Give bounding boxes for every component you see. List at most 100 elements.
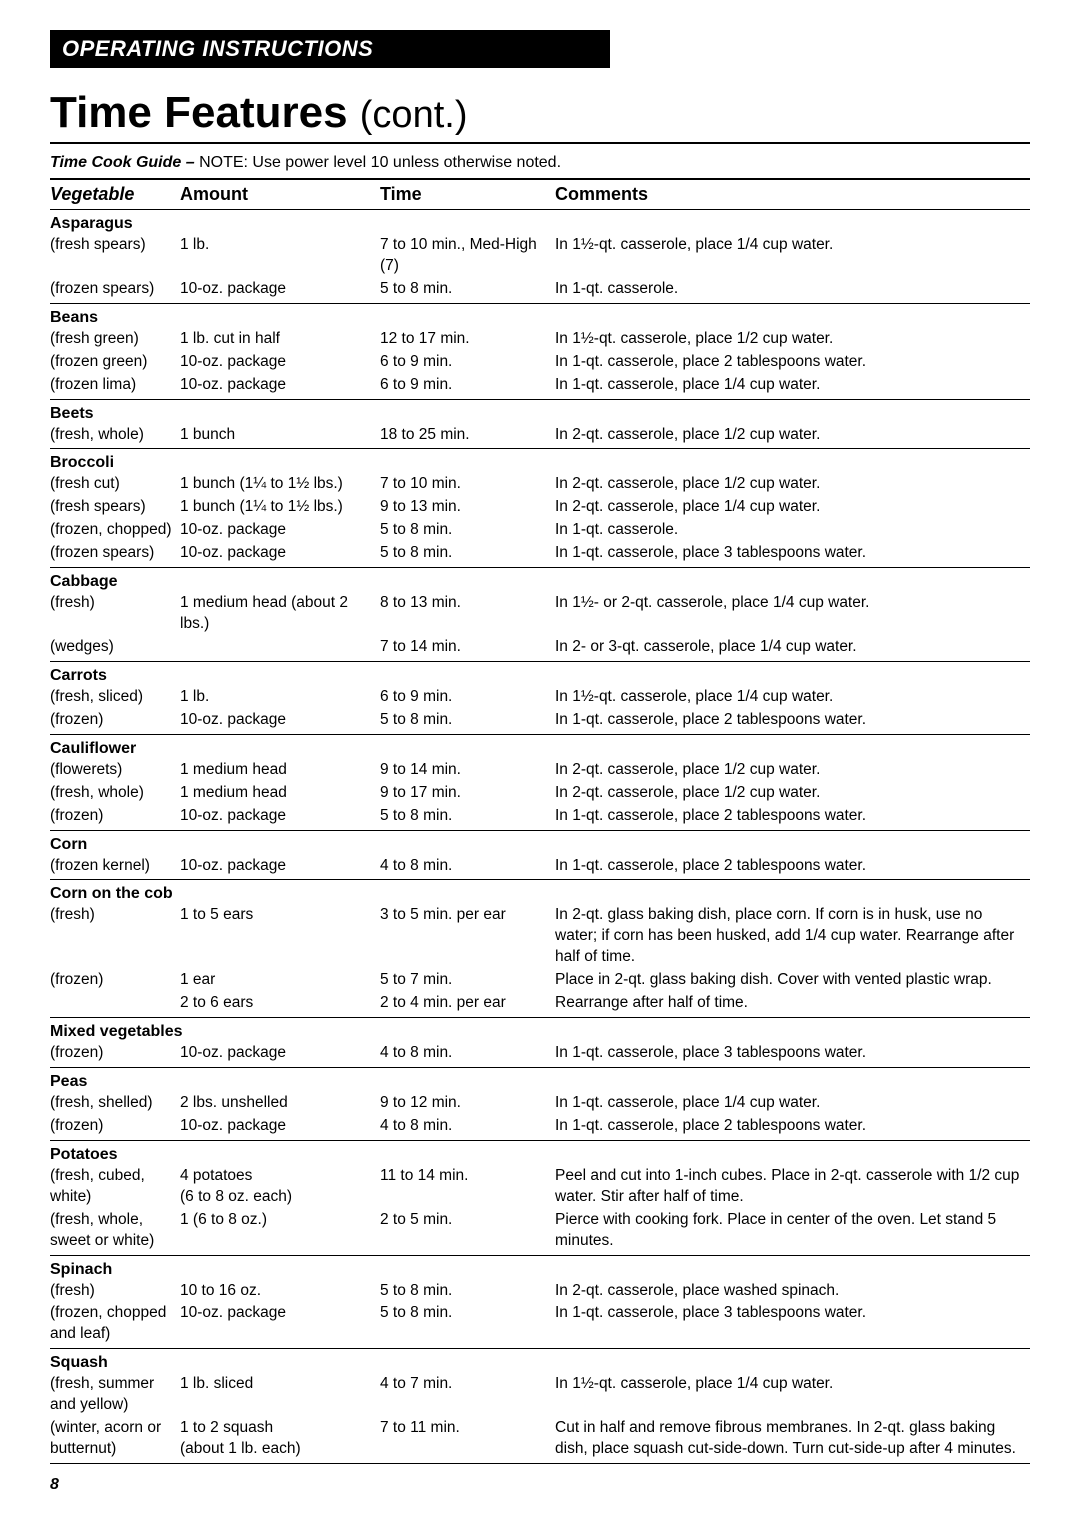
cell-time: 9 to 14 min. — [380, 760, 555, 781]
col-amount: Amount — [180, 184, 380, 205]
table-row: (fresh cut)1 bunch (1¼ to 1½ lbs.)7 to 1… — [50, 473, 1030, 496]
title-cont: (cont.) — [360, 94, 468, 136]
cell-amount: 10 to 16 oz. — [180, 1281, 380, 1302]
cell-comment: In 1-qt. casserole. — [555, 279, 1030, 300]
cell-amount: 10-oz. package — [180, 543, 380, 564]
section: Cauliflower(flowerets)1 medium head9 to … — [50, 735, 1030, 831]
cell-comment: In 1-qt. casserole, place 3 tablespoons … — [555, 1303, 1030, 1345]
cell-comment: In 1-qt. casserole, place 2 tablespoons … — [555, 806, 1030, 827]
page-number: 8 — [50, 1476, 1030, 1494]
cell-amount: 10-oz. package — [180, 806, 380, 827]
cell-comment: Cut in half and remove fibrous membranes… — [555, 1418, 1030, 1460]
cell-vegetable: (fresh spears) — [50, 497, 180, 518]
cell-time: 7 to 10 min., Med-High (7) — [380, 235, 555, 277]
cell-vegetable: (frozen kernel) — [50, 856, 180, 877]
table-row: (fresh)1 to 5 ears3 to 5 min. per earIn … — [50, 904, 1030, 969]
section-title: Cauliflower — [50, 739, 1030, 759]
section-title: Potatoes — [50, 1145, 1030, 1165]
cell-comment: Place in 2-qt. glass baking dish. Cover … — [555, 970, 1030, 991]
cell-amount: 2 lbs. unshelled — [180, 1093, 380, 1114]
cell-amount: 1 medium head — [180, 760, 380, 781]
cell-comment: In 2-qt. casserole, place 1/4 cup water. — [555, 497, 1030, 518]
cell-amount: 1 medium head (about 2 lbs.) — [180, 593, 380, 635]
section-title: Corn — [50, 835, 1030, 855]
section: Broccoli(fresh cut)1 bunch (1¼ to 1½ lbs… — [50, 449, 1030, 568]
header-bar: OPERATING INSTRUCTIONS — [50, 30, 610, 68]
cell-time: 18 to 25 min. — [380, 425, 555, 446]
cell-vegetable: (fresh spears) — [50, 235, 180, 277]
section-title: Mixed vegetables — [50, 1022, 1030, 1042]
cell-amount: 1 to 5 ears — [180, 905, 380, 968]
section-title: Beets — [50, 404, 1030, 424]
table-row: (frozen)10-oz. package4 to 8 min.In 1-qt… — [50, 1042, 1030, 1065]
cell-time: 7 to 14 min. — [380, 637, 555, 658]
table-row: (fresh, sliced)1 lb.6 to 9 min.In 1½-qt.… — [50, 686, 1030, 709]
table-row: (fresh, whole, sweet or white)1 (6 to 8 … — [50, 1209, 1030, 1253]
section: Asparagus(fresh spears)1 lb.7 to 10 min.… — [50, 210, 1030, 304]
cell-comment: In 1½-qt. casserole, place 1/4 cup water… — [555, 1374, 1030, 1416]
cell-comment: In 1½-qt. casserole, place 1/4 cup water… — [555, 687, 1030, 708]
cell-comment: Rearrange after half of time. — [555, 993, 1030, 1014]
cell-comment: In 1-qt. casserole, place 2 tablespoons … — [555, 352, 1030, 373]
cell-time: 4 to 8 min. — [380, 856, 555, 877]
title-main: Time Features — [50, 88, 348, 137]
cell-vegetable: (fresh) — [50, 593, 180, 635]
cell-amount: 2 to 6 ears — [180, 993, 380, 1014]
cell-time: 12 to 17 min. — [380, 329, 555, 350]
cell-amount: 1 bunch (1¼ to 1½ lbs.) — [180, 497, 380, 518]
cell-comment: Peel and cut into 1-inch cubes. Place in… — [555, 1166, 1030, 1208]
cell-vegetable: (frozen spears) — [50, 543, 180, 564]
section-title: Corn on the cob — [50, 884, 1030, 904]
cell-vegetable: (frozen, chopped and leaf) — [50, 1303, 180, 1345]
table-row: (frozen)10-oz. package5 to 8 min.In 1-qt… — [50, 805, 1030, 828]
cell-vegetable: (winter, acorn or butternut) — [50, 1418, 180, 1460]
cell-amount: 10-oz. package — [180, 1043, 380, 1064]
table-row: (frozen)10-oz. package4 to 8 min.In 1-qt… — [50, 1115, 1030, 1138]
cell-amount: 1 medium head — [180, 783, 380, 804]
cell-vegetable: (frozen) — [50, 1043, 180, 1064]
cell-vegetable: (frozen green) — [50, 352, 180, 373]
cell-vegetable: (frozen) — [50, 970, 180, 991]
section-title: Peas — [50, 1072, 1030, 1092]
cell-amount: 1 (6 to 8 oz.) — [180, 1210, 380, 1252]
table-row: (fresh spears)1 lb.7 to 10 min., Med-Hig… — [50, 234, 1030, 278]
cell-amount: 1 lb. — [180, 687, 380, 708]
section: Potatoes(fresh, cubed, white)4 potatoes … — [50, 1141, 1030, 1256]
section: Spinach(fresh)10 to 16 oz.5 to 8 min.In … — [50, 1256, 1030, 1350]
section-title: Cabbage — [50, 572, 1030, 592]
cell-time: 5 to 8 min. — [380, 710, 555, 731]
cell-vegetable: (fresh, summer and yellow) — [50, 1374, 180, 1416]
cell-time: 9 to 17 min. — [380, 783, 555, 804]
cell-vegetable: (fresh, shelled) — [50, 1093, 180, 1114]
cell-vegetable: (frozen) — [50, 806, 180, 827]
cell-comment: In 2-qt. casserole, place 1/2 cup water. — [555, 425, 1030, 446]
section: Corn(frozen kernel)10-oz. package4 to 8 … — [50, 831, 1030, 881]
cell-vegetable: (fresh, sliced) — [50, 687, 180, 708]
col-vegetable: Vegetable — [50, 184, 180, 205]
section-title: Carrots — [50, 666, 1030, 686]
cell-vegetable: (fresh, whole) — [50, 783, 180, 804]
table-row: 2 to 6 ears2 to 4 min. per earRearrange … — [50, 992, 1030, 1015]
section: Carrots(fresh, sliced)1 lb.6 to 9 min.In… — [50, 662, 1030, 735]
cell-vegetable: (fresh, cubed, white) — [50, 1166, 180, 1208]
cell-time: 5 to 8 min. — [380, 279, 555, 300]
cell-time: 6 to 9 min. — [380, 375, 555, 396]
table-row: (fresh)10 to 16 oz.5 to 8 min.In 2-qt. c… — [50, 1280, 1030, 1303]
cell-comment: In 2-qt. casserole, place 1/2 cup water. — [555, 474, 1030, 495]
table-row: (fresh, shelled)2 lbs. unshelled9 to 12 … — [50, 1092, 1030, 1115]
table-row: (fresh, summer and yellow)1 lb. sliced4 … — [50, 1373, 1030, 1417]
cell-time: 4 to 8 min. — [380, 1043, 555, 1064]
cell-time: 5 to 8 min. — [380, 1281, 555, 1302]
table-row: (frozen)1 ear5 to 7 min.Place in 2-qt. g… — [50, 969, 1030, 992]
cell-time: 5 to 7 min. — [380, 970, 555, 991]
cell-comment: In 1½-qt. casserole, place 1/4 cup water… — [555, 235, 1030, 277]
cell-time: 2 to 4 min. per ear — [380, 993, 555, 1014]
sections-container: Asparagus(fresh spears)1 lb.7 to 10 min.… — [50, 210, 1030, 1464]
table-row: (frozen, chopped)10-oz. package5 to 8 mi… — [50, 519, 1030, 542]
cell-comment: In 1-qt. casserole, place 2 tablespoons … — [555, 856, 1030, 877]
guide-label: Time Cook Guide – — [50, 154, 195, 171]
cell-time: 2 to 5 min. — [380, 1210, 555, 1252]
section-title: Beans — [50, 308, 1030, 328]
col-comments: Comments — [555, 184, 1030, 205]
column-headers: Vegetable Amount Time Comments — [50, 180, 1030, 210]
